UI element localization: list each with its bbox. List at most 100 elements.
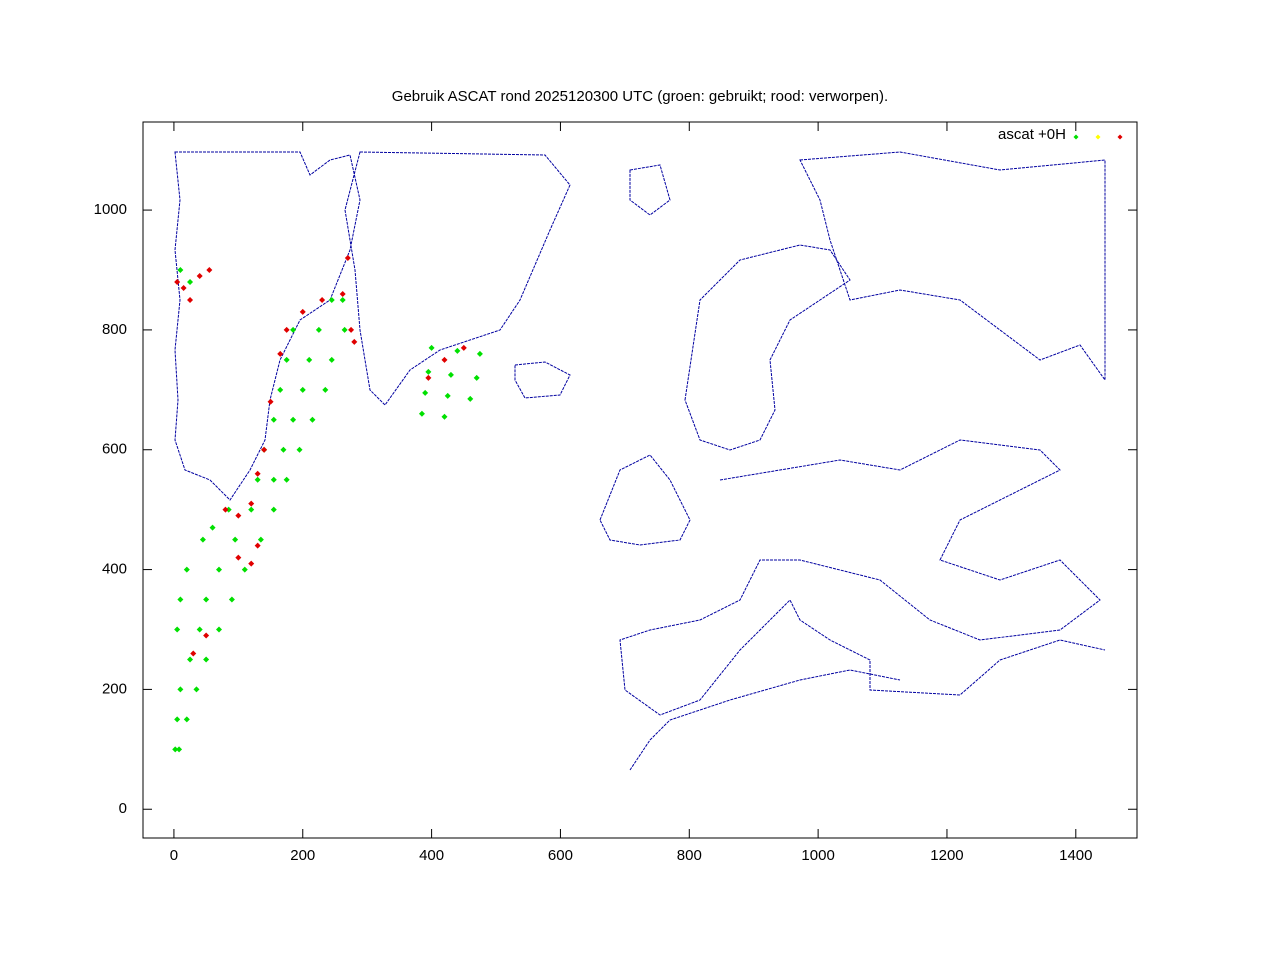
point: [351, 338, 358, 345]
y-tick-label: 0: [119, 800, 127, 817]
point: [174, 278, 181, 285]
point: [428, 344, 435, 351]
x-tick-label: 800: [677, 847, 702, 864]
point: [441, 413, 448, 420]
point: [241, 566, 248, 573]
point: [322, 386, 329, 393]
point: [203, 656, 210, 663]
point: [280, 446, 287, 453]
point: [203, 632, 210, 639]
point: [222, 506, 229, 513]
coastlines: [174, 151, 1106, 771]
x-tick-label: 600: [548, 847, 573, 864]
point: [216, 626, 223, 633]
point: [190, 650, 197, 657]
point: [257, 536, 264, 543]
point: [228, 596, 235, 603]
point: [441, 356, 448, 363]
point: [425, 374, 432, 381]
point: [187, 296, 194, 303]
point: [339, 290, 346, 297]
point: [270, 506, 277, 513]
point: [315, 326, 322, 333]
point: [187, 278, 194, 285]
point: [283, 356, 290, 363]
point: [447, 371, 454, 378]
point: [187, 656, 194, 663]
x-tick-label: 1000: [801, 847, 834, 864]
point: [306, 356, 313, 363]
point: [454, 347, 461, 354]
point: [467, 395, 474, 402]
point: [328, 296, 335, 303]
point: [473, 374, 480, 381]
point: [267, 398, 274, 405]
point: [422, 389, 429, 396]
point: [203, 596, 210, 603]
point: [174, 626, 181, 633]
point: [248, 560, 255, 567]
point: [209, 524, 216, 531]
point: [254, 476, 261, 483]
legend-marker: [1095, 134, 1101, 140]
point: [261, 446, 268, 453]
point: [344, 255, 351, 262]
point: [248, 500, 255, 507]
point: [328, 356, 335, 363]
point: [235, 554, 242, 561]
point: [235, 512, 242, 519]
x-tick-label: 200: [290, 847, 315, 864]
y-tick-label: 400: [102, 561, 127, 578]
point: [418, 410, 425, 417]
point: [309, 416, 316, 423]
point: [339, 296, 346, 303]
point: [277, 350, 284, 357]
point: [290, 416, 297, 423]
point: [348, 326, 355, 333]
point: [176, 746, 183, 753]
point: [270, 416, 277, 423]
legend-title: ascat +0H: [998, 126, 1066, 143]
point: [193, 686, 200, 693]
point: [254, 470, 261, 477]
point: [296, 446, 303, 453]
point: [254, 542, 261, 549]
x-tick-label: 400: [419, 847, 444, 864]
point: [444, 392, 451, 399]
x-tick-label: 1200: [930, 847, 963, 864]
legend-marker: [1073, 134, 1079, 140]
point: [183, 566, 190, 573]
y-tick-label: 600: [102, 441, 127, 458]
point: [183, 716, 190, 723]
point: [199, 536, 206, 543]
point: [290, 326, 297, 333]
point: [425, 368, 432, 375]
point: [460, 344, 467, 351]
chart-title: Gebruik ASCAT rond 2025120300 UTC (groen…: [392, 88, 888, 105]
point: [232, 536, 239, 543]
point: [270, 476, 277, 483]
point: [341, 326, 348, 333]
point: [277, 386, 284, 393]
point: [172, 746, 179, 753]
point: [180, 284, 187, 291]
point: [283, 326, 290, 333]
point: [196, 272, 203, 279]
point: [216, 566, 223, 573]
x-tick-label: 0: [170, 847, 178, 864]
point: [174, 716, 181, 723]
point: [248, 506, 255, 513]
point: [177, 596, 184, 603]
point: [476, 350, 483, 357]
point: [283, 476, 290, 483]
point: [196, 626, 203, 633]
point: [206, 266, 213, 273]
point: [177, 266, 184, 273]
point: [319, 296, 326, 303]
point: [225, 506, 232, 513]
plot-frame: [142, 121, 1138, 839]
point: [299, 308, 306, 315]
y-tick-label: 1000: [94, 201, 127, 218]
